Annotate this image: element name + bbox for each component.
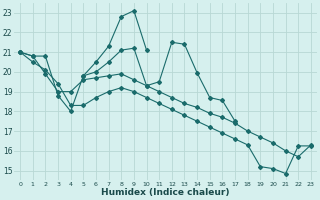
X-axis label: Humidex (Indice chaleur): Humidex (Indice chaleur)	[101, 188, 230, 197]
